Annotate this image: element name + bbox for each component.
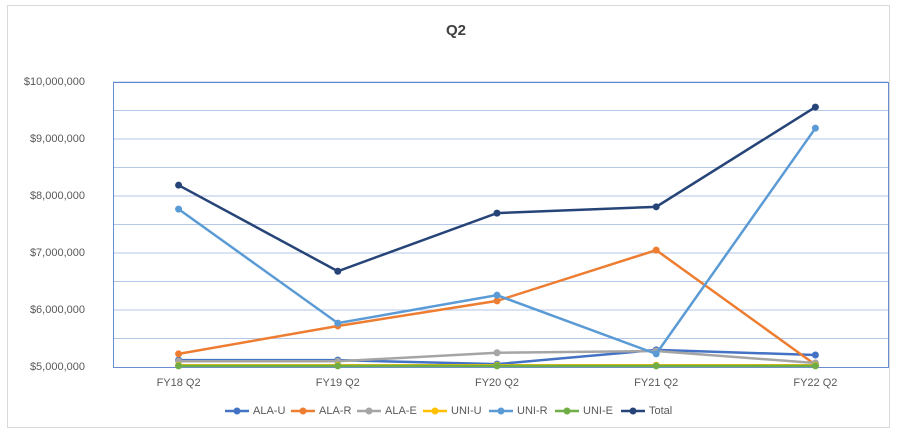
point bbox=[493, 209, 501, 217]
legend-marker bbox=[233, 407, 241, 415]
x-tick-label: FY20 Q2 bbox=[475, 377, 519, 389]
legend-marker bbox=[299, 407, 307, 415]
point bbox=[811, 362, 819, 370]
point bbox=[652, 246, 660, 254]
point bbox=[811, 124, 819, 132]
legend-label: ALA-E bbox=[385, 405, 417, 417]
x-tick-label: FY21 Q2 bbox=[634, 377, 678, 389]
point bbox=[175, 362, 183, 370]
point bbox=[175, 205, 183, 213]
chart-title: Q2 bbox=[446, 22, 466, 39]
point bbox=[652, 362, 660, 370]
x-tick-label: FY19 Q2 bbox=[316, 377, 360, 389]
legend-marker bbox=[497, 407, 505, 415]
legend-label: ALA-R bbox=[319, 405, 351, 417]
point bbox=[334, 267, 342, 275]
legend-label: ALA-U bbox=[253, 405, 285, 417]
y-tick-label: $6,000,000 bbox=[30, 304, 85, 316]
point bbox=[652, 350, 660, 358]
legend-label: UNI-U bbox=[451, 405, 482, 417]
point bbox=[493, 291, 501, 299]
y-tick-label: $8,000,000 bbox=[30, 190, 85, 202]
y-tick-label: $7,000,000 bbox=[30, 247, 85, 259]
x-tick-label: FY22 Q2 bbox=[793, 377, 837, 389]
legend-label: Total bbox=[649, 405, 672, 417]
x-tick-label: FY18 Q2 bbox=[157, 377, 201, 389]
legend-label: UNI-R bbox=[517, 405, 548, 417]
point bbox=[493, 362, 501, 370]
legend-marker bbox=[629, 407, 637, 415]
legend-marker bbox=[431, 407, 439, 415]
point bbox=[493, 297, 501, 305]
legend-marker bbox=[563, 407, 571, 415]
legend-label: UNI-E bbox=[583, 405, 613, 417]
legend-marker bbox=[365, 407, 373, 415]
point bbox=[175, 350, 183, 358]
y-tick-label: $5,000,000 bbox=[30, 361, 85, 373]
point bbox=[811, 103, 819, 111]
point bbox=[652, 203, 660, 211]
point bbox=[811, 351, 819, 359]
point bbox=[334, 319, 342, 327]
point bbox=[334, 362, 342, 370]
y-tick-label: $10,000,000 bbox=[24, 76, 85, 88]
point bbox=[493, 349, 501, 357]
plot-frame bbox=[113, 82, 889, 368]
point bbox=[175, 181, 183, 189]
y-tick-label: $9,000,000 bbox=[30, 133, 85, 145]
